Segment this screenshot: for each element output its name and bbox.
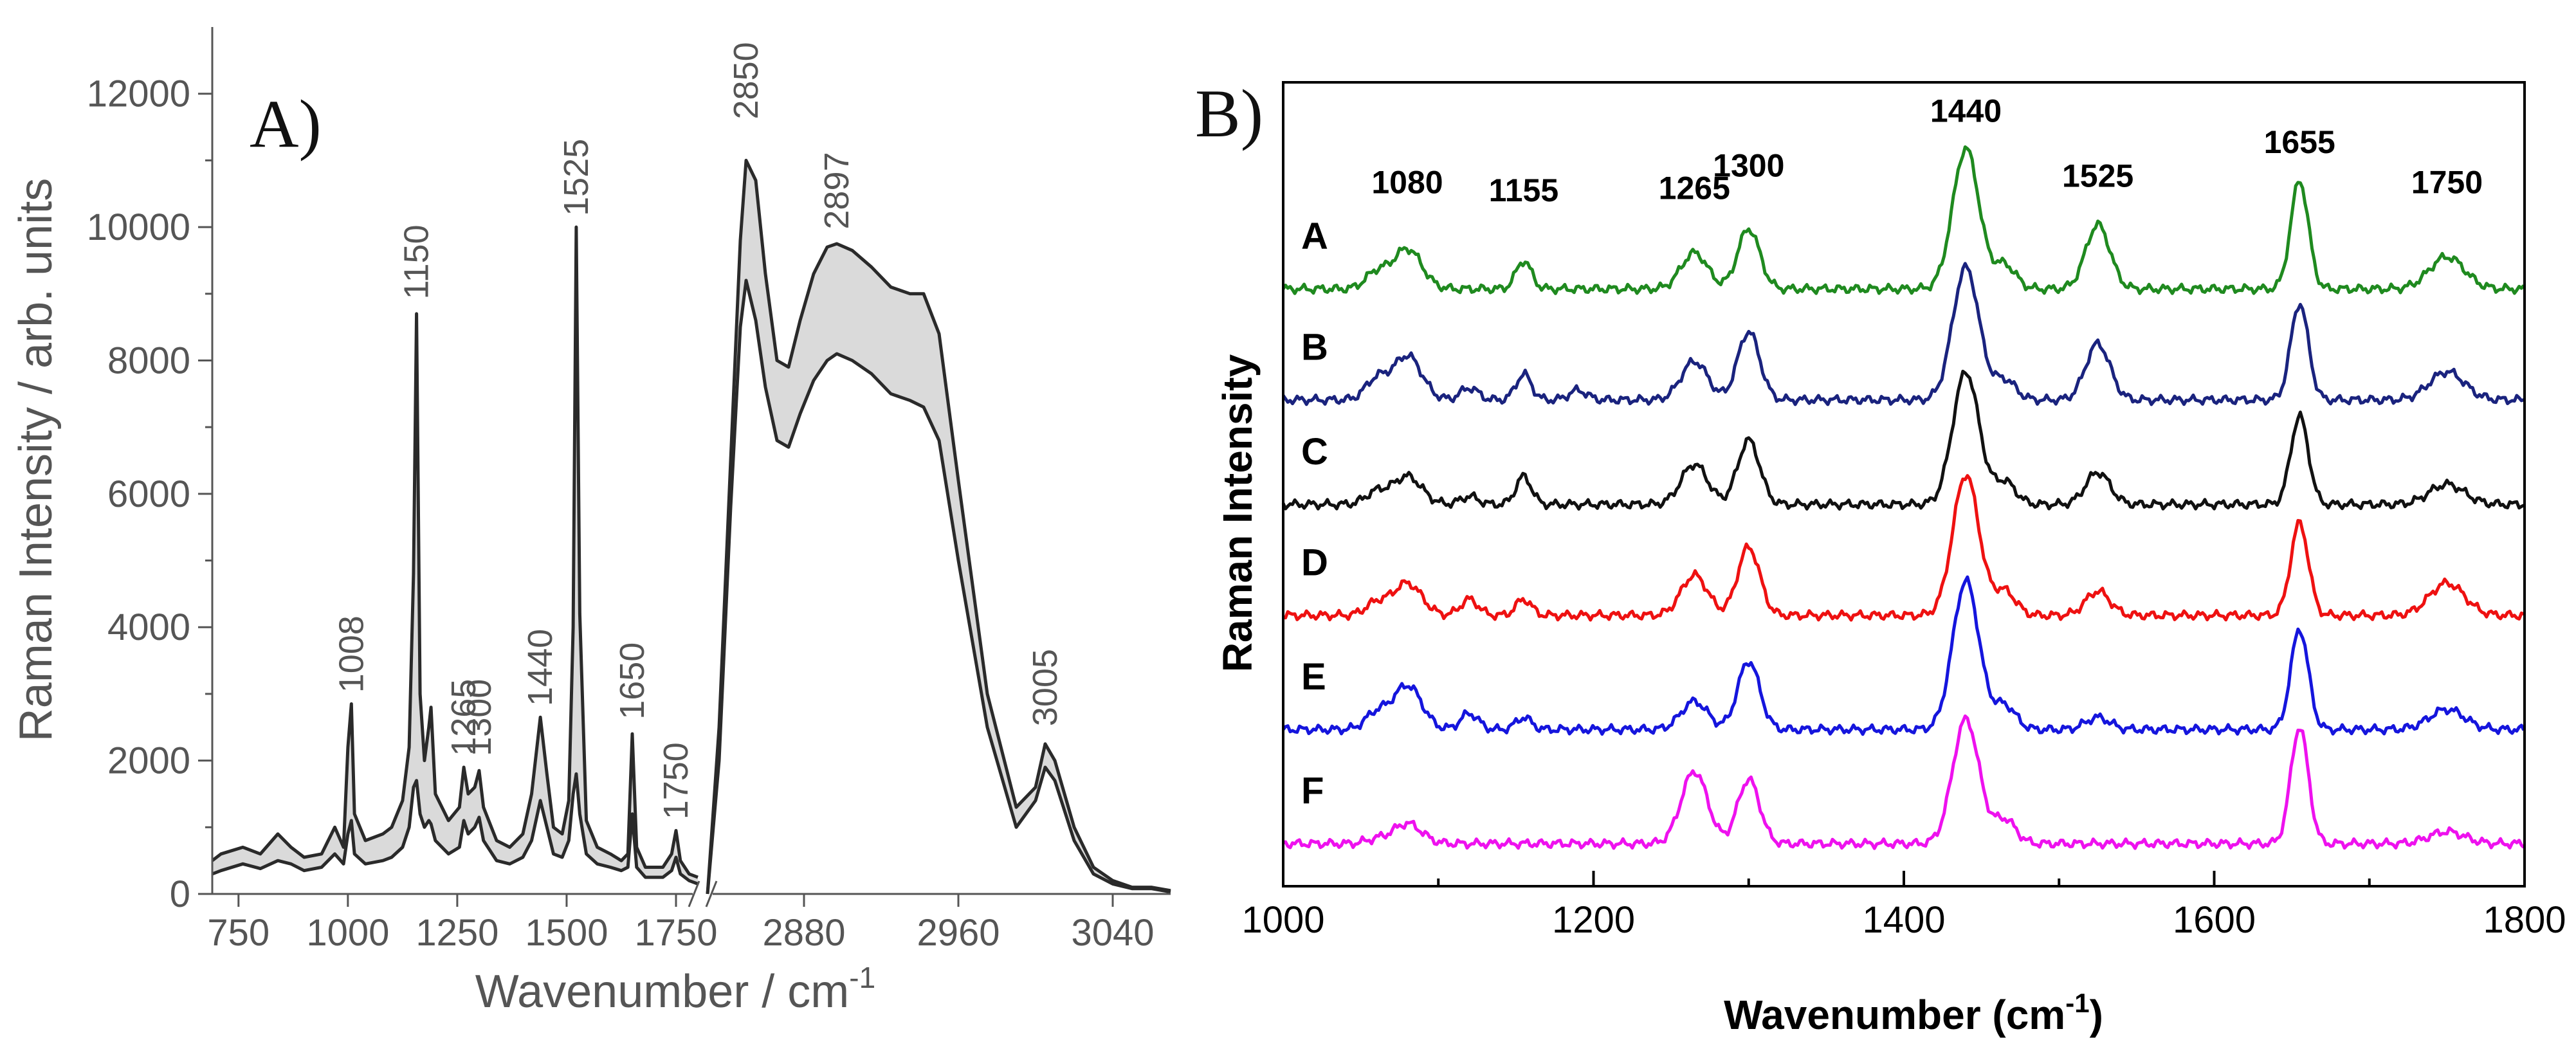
panel-b-series-labels: A B C D E F xyxy=(1301,215,1328,812)
panel-a-y-axis-label: Raman Intensity / arb. units xyxy=(10,178,62,742)
peak-label: 1750 xyxy=(657,742,695,819)
series-line-A xyxy=(1281,145,2525,295)
y-tick-label: 10000 xyxy=(87,206,190,248)
peak-label: 1750 xyxy=(2411,165,2483,201)
x-tick-label: 1750 xyxy=(634,912,717,954)
band-left xyxy=(212,227,698,884)
panel-b-x-axis-label: Wavenumber (cm-1) xyxy=(1724,988,2103,1038)
panel-a-x-axis-label-superscript: -1 xyxy=(849,961,875,994)
x-tick-label: 1500 xyxy=(525,912,608,954)
series-line-C xyxy=(1281,369,2525,511)
series-label: C xyxy=(1301,431,1328,473)
x-tick-label: 2880 xyxy=(762,912,845,954)
x-tick-label: 1400 xyxy=(1862,899,1945,941)
peak-label: 1440 xyxy=(1930,93,2002,129)
series-label: B xyxy=(1301,326,1328,368)
panel-a-lines xyxy=(211,158,1171,895)
y-tick-label: 2000 xyxy=(107,740,190,782)
series-line-upper-left xyxy=(211,225,699,879)
plot-frame xyxy=(1282,81,2526,888)
band-right xyxy=(708,160,1171,894)
panel-b-lines xyxy=(1281,145,2526,850)
peak-label: 1300 xyxy=(460,679,498,756)
x-tick-label: 1250 xyxy=(416,912,498,954)
peak-label: 1265 xyxy=(1659,170,1730,206)
series-label: E xyxy=(1301,656,1326,698)
panel-b-axes xyxy=(1282,81,2526,888)
panel-b-y-axis-label: Raman Intensity xyxy=(1214,354,1261,672)
peak-label: 1265 xyxy=(444,679,483,756)
peak-label: 1155 xyxy=(1489,172,1558,208)
peak-label: 3005 xyxy=(1026,649,1064,726)
series-label: F xyxy=(1301,770,1324,812)
x-tick-label: 3040 xyxy=(1071,912,1154,954)
peak-label: 1150 xyxy=(397,224,436,299)
peak-label: 1440 xyxy=(521,629,560,706)
panel-b-label: B) xyxy=(1195,76,1263,151)
panel-b-ticks: 1000 1200 1400 1600 1800 xyxy=(1241,871,2566,941)
panel-a-label: A) xyxy=(250,86,322,161)
peak-label: 1525 xyxy=(557,139,596,216)
peak-label: 1525 xyxy=(2062,158,2133,194)
series-line-E xyxy=(1282,575,2526,736)
series-label: A xyxy=(1301,215,1328,257)
panel-a-x-axis-label: Wavenumber / cm-1 xyxy=(475,961,875,1017)
peak-label: 1300 xyxy=(1713,147,1784,183)
x-tick-label: 1000 xyxy=(306,912,389,954)
panel-a: 0 2000 4000 6000 8000 10000 12000 750 1000 1250 15… xyxy=(10,27,1171,1017)
peak-label: 1650 xyxy=(613,642,652,720)
series-line-B xyxy=(1281,262,2525,406)
panel-b-x-axis-label-superscript: -1 xyxy=(2065,988,2089,1018)
x-tick-label: 2960 xyxy=(917,912,1000,954)
y-tick-label: 0 xyxy=(170,873,190,915)
series-line-F xyxy=(1282,714,2525,850)
x-tick-label: 1200 xyxy=(1552,899,1635,941)
y-tick-label: 12000 xyxy=(87,73,190,115)
panel-b-x-axis-label-text: Wavenumber (cm xyxy=(1724,992,2065,1038)
axis-break-mark-2 xyxy=(705,880,718,907)
panel-a-axes xyxy=(211,27,1171,907)
peak-label: 2897 xyxy=(818,152,856,229)
panel-a-ticks: 0 2000 4000 6000 8000 10000 12000 750 1000 1250 15… xyxy=(87,73,1155,954)
series-line-upper-right xyxy=(706,158,1171,895)
y-tick-label: 8000 xyxy=(107,340,190,381)
series-line-lower-left xyxy=(212,772,699,886)
panel-a-x-axis-label-text: Wavenumber / cm xyxy=(475,966,849,1017)
axis-break-mark-1 xyxy=(688,880,700,907)
x-tick-label: 1600 xyxy=(2173,899,2256,941)
peak-label: 2850 xyxy=(727,42,765,119)
series-label: D xyxy=(1301,542,1328,583)
y-tick-label: 6000 xyxy=(107,473,190,515)
x-tick-label: 1800 xyxy=(2483,899,2566,941)
y-tick-label: 4000 xyxy=(107,606,190,648)
x-tick-label: 750 xyxy=(207,912,269,954)
series-line-lower-right xyxy=(706,278,1171,895)
peak-label: 1080 xyxy=(1371,165,1443,201)
panel-b-x-axis-label-suffix: ) xyxy=(2090,992,2103,1038)
series-line-D xyxy=(1283,474,2525,622)
peak-label: 1655 xyxy=(2264,124,2335,160)
x-tick-label: 1000 xyxy=(1241,899,1324,941)
peak-label: 1008 xyxy=(332,615,370,693)
